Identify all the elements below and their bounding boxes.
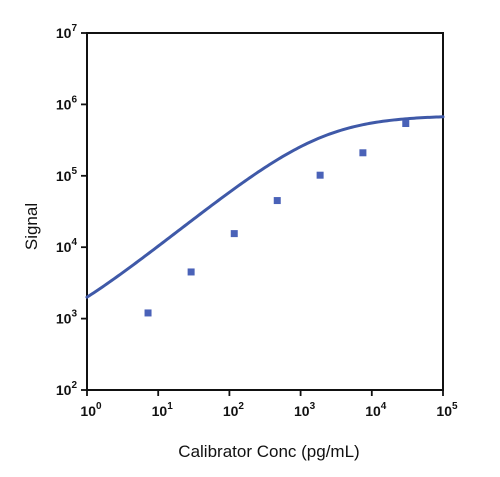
data-points [144, 120, 410, 317]
x-tick-label: 105 [436, 401, 458, 419]
x-tick-label: 102 [223, 401, 245, 419]
y-tick-label: 105 [56, 166, 78, 184]
fit-curve [85, 115, 445, 299]
y-tick-labels: 102 103 104 105 106 107 [56, 23, 78, 398]
x-tick-label: 101 [152, 401, 174, 419]
y-tick-label: 107 [56, 23, 78, 41]
fit-curve-group [85, 115, 445, 299]
data-point [273, 197, 281, 205]
y-tick-label: 106 [56, 94, 78, 112]
x-axis-label: Calibrator Conc (pg/mL) [178, 442, 359, 461]
y-tick-label: 103 [56, 309, 78, 327]
data-point [144, 309, 152, 317]
x-tick-labels: 100 101 102 103 104 105 [80, 401, 458, 419]
data-point [316, 171, 324, 179]
x-tick-label: 100 [80, 401, 102, 419]
x-tick-label: 103 [294, 401, 316, 419]
x-tick-label: 104 [365, 401, 387, 419]
data-point [402, 120, 410, 128]
data-point [230, 230, 238, 238]
axes [86, 32, 444, 391]
plot-frame [86, 32, 444, 391]
y-tick-label: 104 [56, 237, 78, 255]
y-axis-label: Signal [22, 203, 41, 250]
y-tick-label: 102 [56, 380, 78, 398]
tick-marks [81, 32, 444, 396]
data-point [359, 149, 367, 157]
data-point [187, 268, 195, 276]
